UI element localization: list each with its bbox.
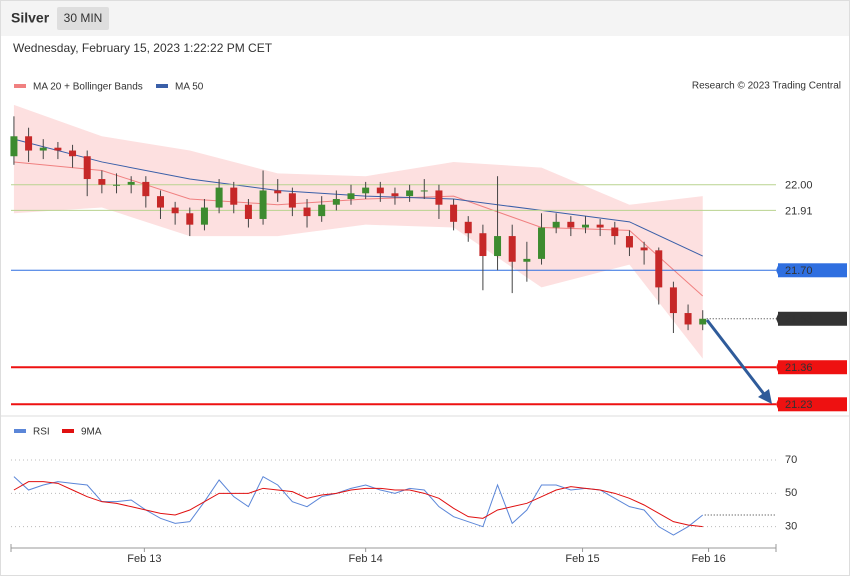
credit: Research © 2023 Trading Central [692, 81, 841, 92]
level-label: 21.70 [785, 265, 813, 277]
candle-body [10, 136, 18, 157]
y-tick-label: 50 [785, 487, 797, 499]
candle-body [113, 184, 121, 186]
candle-body [362, 187, 370, 194]
level-box [778, 263, 847, 278]
interval-label[interactable]: 30 MIN [64, 11, 103, 25]
legend-swatch [14, 84, 26, 88]
candle-body [244, 204, 252, 219]
forecast-arrow-head [758, 389, 772, 404]
level-label: 22.00 [785, 180, 813, 192]
legend-swatch [62, 429, 74, 433]
candle-body [420, 190, 428, 192]
level-pointer [776, 360, 779, 375]
candle-body [508, 236, 516, 262]
candle-body [98, 179, 106, 185]
legend-label: RSI [33, 427, 50, 438]
candle-body [215, 187, 223, 208]
candle-body [127, 181, 135, 185]
candle-body [25, 136, 33, 151]
level-pointer [776, 311, 779, 326]
candle-body [259, 190, 267, 219]
candle-body [156, 196, 164, 208]
level-label: 21.91 [785, 205, 813, 217]
candle-body [69, 150, 77, 157]
level-pointer [776, 397, 779, 412]
candle-body [39, 147, 47, 151]
candle-body [538, 227, 546, 259]
candle-body [332, 199, 340, 205]
candle-body [376, 187, 384, 194]
legend-label: MA 50 [175, 82, 204, 93]
x-tick-label: Feb 14 [349, 553, 383, 565]
candle-body [464, 221, 472, 234]
y-tick-label: 30 [785, 521, 797, 533]
indicator-line [13, 481, 703, 528]
candle-body [54, 147, 62, 151]
level-pointer [776, 263, 779, 278]
x-tick-label: Feb 13 [127, 553, 161, 565]
level-box [778, 397, 847, 412]
candle-body [200, 207, 208, 225]
candle-body [611, 227, 619, 237]
candle-body [230, 187, 238, 205]
chart-title: Silver [11, 10, 50, 26]
candle-body [596, 224, 604, 228]
candle-body [347, 193, 355, 200]
candle-body [171, 207, 179, 214]
interval-button[interactable] [57, 7, 109, 30]
candle-body [684, 313, 692, 325]
candle-body [186, 213, 194, 225]
candle-body [318, 204, 326, 217]
candle-body [83, 156, 91, 180]
candle-body [552, 221, 560, 228]
candle-body [581, 224, 589, 228]
bollinger-band [13, 104, 703, 359]
legend-label: MA 20 + Bollinger Bands [33, 82, 143, 93]
candle-body [655, 250, 663, 288]
level-label: 21.23 [785, 399, 813, 411]
level-label: 21.53 [785, 314, 813, 326]
candle-body [567, 221, 575, 228]
legend-label: 9MA [81, 427, 102, 438]
candle-body [450, 204, 458, 222]
level-label: 21.36 [785, 362, 813, 374]
candle-body [303, 207, 311, 217]
y-tick-label: 70 [785, 454, 797, 466]
candle-body [625, 236, 633, 248]
legend-swatch [14, 429, 26, 433]
header-bar [1, 1, 849, 36]
forecast-arrow [705, 319, 769, 399]
x-tick-label: Feb 15 [565, 553, 599, 565]
level-box [778, 311, 847, 326]
candle-body [523, 258, 531, 262]
candle-body [669, 287, 677, 314]
candle-body [406, 190, 414, 197]
x-tick-label: Feb 16 [691, 553, 725, 565]
candle-body [640, 247, 648, 251]
candle-body [142, 181, 150, 197]
candle-body [391, 193, 399, 197]
candle-body [479, 233, 487, 257]
level-box [778, 360, 847, 375]
candle-body [699, 318, 707, 325]
price-panel: MA 20 + Bollinger Bands MA 50 22.00 21.91 21… [10, 82, 847, 412]
candle-body [288, 193, 296, 208]
legend-swatch [156, 84, 168, 88]
rsi-panel: 30 50 70 RSI 9MA Feb 13 Feb 14 Feb 15 Feb 16 [10, 427, 797, 565]
subtitle: Wednesday, February 15, 2023 1:22:22 PM … [13, 41, 273, 55]
candle-body [274, 190, 282, 194]
candle-body [494, 236, 502, 257]
candle-body [435, 190, 443, 205]
